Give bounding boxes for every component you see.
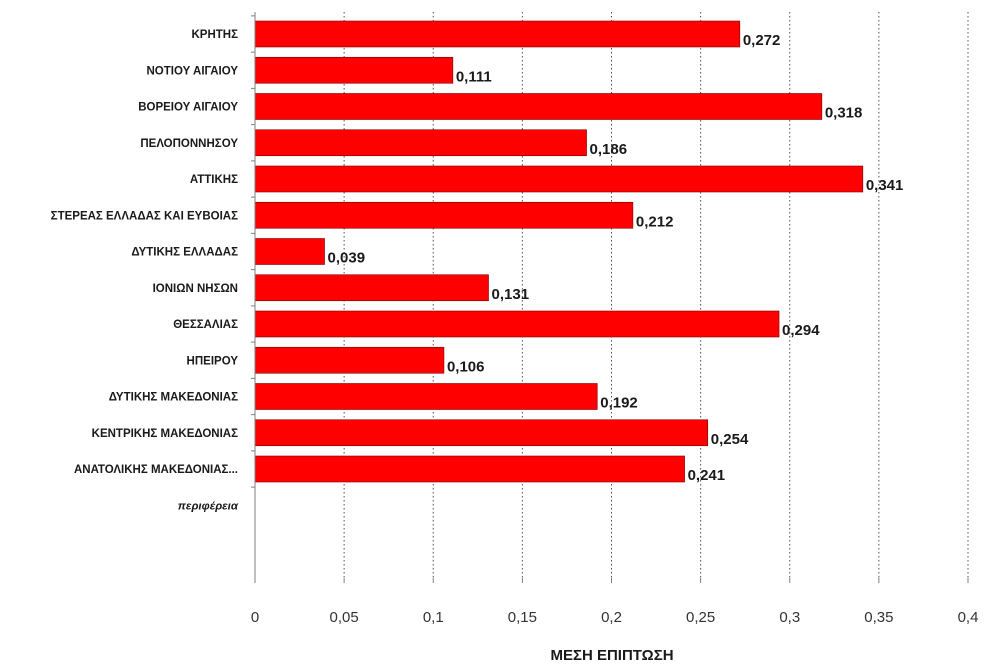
x-tick-label: 0 — [251, 609, 259, 626]
value-labels: 0,272 0,111 0,318 0,186 0,341 0,212 0,039 0,131… — [328, 32, 904, 484]
category-label: ΔΥΤΙΚΗΣ ΕΛΛΑΔΑΣ — [131, 247, 238, 259]
bar — [254, 238, 325, 265]
bar — [254, 274, 489, 302]
data-label: 0,318 — [825, 105, 863, 122]
x-tick-label: 0,1 — [423, 609, 444, 626]
bar — [254, 346, 445, 374]
category-label: ΠΕΛΟΠΟΝΝΗΣΟΥ — [140, 138, 238, 150]
category-label: ΑΝΑΤΟΛΙΚΗΣ ΜΑΚΕΔΟΝΙΑΣ... — [74, 464, 238, 476]
category-label: ΝΟΤΙΟΥ ΑΙΓΑΙΟΥ — [147, 65, 239, 77]
x-tick-label: 0,35 — [864, 609, 893, 626]
x-tick-label: 0,05 — [330, 609, 359, 626]
category-label: περιφέρεια — [178, 500, 239, 512]
data-label: 0,241 — [688, 467, 726, 484]
category-label: ΑΤΤΙΚΗΣ — [190, 174, 238, 186]
data-label: 0,341 — [866, 177, 904, 194]
bar — [254, 20, 741, 48]
x-tick-label: 0,15 — [508, 609, 537, 626]
bar — [254, 201, 634, 229]
bars — [254, 20, 864, 483]
x-axis-title: ΜΕΣΗ ΕΠΙΠΤΩΣΗ — [550, 647, 673, 664]
bar — [254, 129, 587, 157]
data-label: 0,039 — [328, 250, 366, 267]
bar — [254, 455, 685, 483]
data-label: 0,212 — [636, 213, 674, 230]
bar — [254, 419, 709, 447]
data-label: 0,111 — [456, 68, 492, 85]
category-labels: ΚΡΗΤΗΣ ΝΟΤΙΟΥ ΑΙΓΑΙΟΥ ΒΟΡΕΙΟΥ ΑΙΓΑΙΟΥ ΠΕΛΟΠ… — [51, 15, 255, 512]
category-label: ΣΤΕΡΕΑΣ ΕΛΛΑΔΑΣ ΚΑΙ ΕΥΒΟΙΑΣ — [51, 210, 238, 222]
data-label: 0,106 — [447, 358, 485, 375]
data-label: 0,272 — [743, 32, 781, 49]
category-label: ΘΕΣΣΑΛΙΑΣ — [173, 319, 238, 331]
data-label: 0,186 — [590, 141, 628, 158]
data-label: 0,294 — [782, 322, 820, 339]
bar — [254, 93, 823, 120]
x-tick-label: 0,25 — [686, 609, 715, 626]
category-label: ΚΡΗΤΗΣ — [191, 29, 238, 41]
bar — [254, 383, 598, 410]
category-label: ΒΟΡΕΙΟΥ ΑΙΓΑΙΟΥ — [138, 102, 238, 114]
bar — [254, 310, 780, 338]
category-label: ΔΥΤΙΚΗΣ ΜΑΚΕΔΟΝΙΑΣ — [109, 392, 238, 404]
data-label: 0,192 — [600, 395, 638, 412]
bar — [254, 165, 864, 193]
category-label: ΗΠΕΙΡΟΥ — [187, 355, 239, 367]
bar — [254, 56, 454, 84]
data-label: 0,254 — [711, 431, 749, 448]
x-tick-label: 0,3 — [779, 609, 800, 626]
x-tick-label: 0,2 — [601, 609, 622, 626]
x-tick-label: 0,4 — [958, 609, 979, 626]
x-axis-ticks: 0 0,05 0,1 0,15 0,2 0,25 0,3 0,35 0,4 — [251, 578, 979, 626]
data-label: 0,131 — [492, 286, 530, 303]
category-label: ΚΕΝΤΡΙΚΗΣ ΜΑΚΕΔΟΝΙΑΣ — [92, 428, 238, 440]
category-label: ΙΟΝΙΩΝ ΝΗΣΩΝ — [153, 283, 238, 295]
